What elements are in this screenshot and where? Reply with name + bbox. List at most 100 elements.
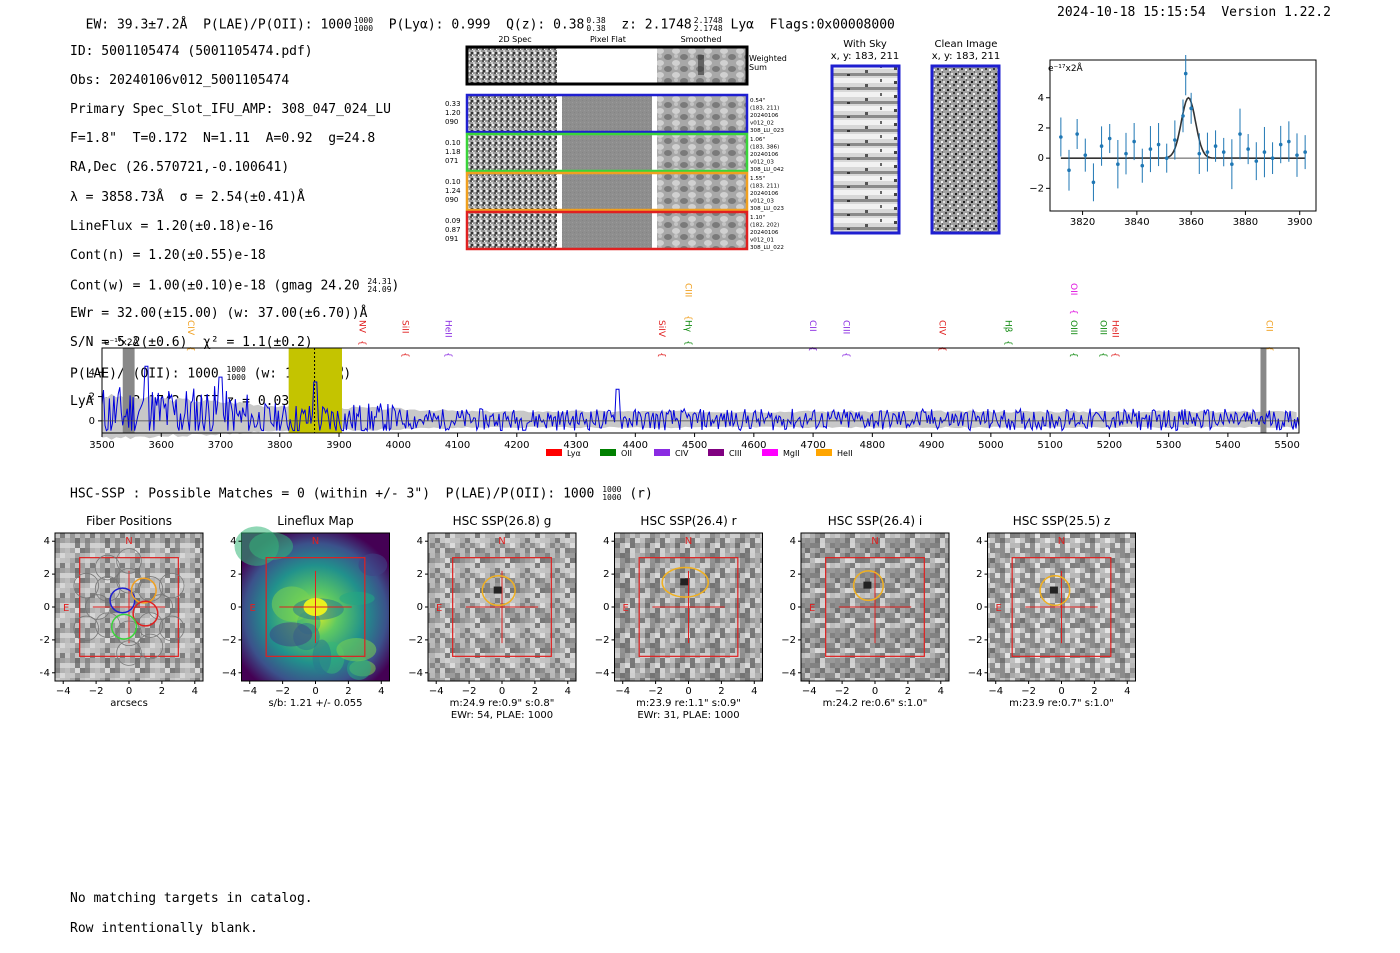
summary-header: EW: 39.3±7.2Å P(LAE)/P(OII): 1000 1000 100…: [70, 2, 895, 33]
zoom-point: [1254, 159, 1259, 163]
spec-xtick-label: 5400: [1215, 440, 1240, 451]
no-match-msg: No matching targets in catalog.: [70, 891, 313, 906]
hsc-ytick-label: 0: [790, 602, 796, 613]
spec-xtick-label: 3600: [149, 440, 174, 451]
sn-chi2: S/N = 5.2(±0.6) χ² = 1.1(±0.2): [70, 335, 313, 351]
cutout-left-label: 071: [445, 157, 458, 165]
zoom-point: [1091, 180, 1096, 185]
line-label-text: CII: [1263, 320, 1273, 332]
flux-blob: [269, 622, 313, 647]
spec-xtick-label: 3900: [326, 440, 351, 451]
hsc-xtick-label: 0: [126, 686, 132, 697]
zoom-point: [1197, 151, 1202, 156]
cutout-frame-3: [465, 210, 749, 251]
zoom-point: [1238, 132, 1242, 136]
sky-images: With Sky x, y: 183, 211 Clean Image x, y…: [830, 39, 1001, 235]
cutout-right-label: v012_02: [750, 121, 774, 127]
hsc-caption-2: EWr: 54, PLAE: 1000: [451, 710, 553, 721]
spec-xtick-label: 4000: [386, 440, 411, 451]
fiber-circle: [137, 633, 164, 660]
hsc-caption-1: arcsecs: [110, 698, 148, 709]
line-label-brace: {: [1003, 340, 1013, 346]
spec-xtick-label: 4500: [682, 440, 707, 451]
source-core: [1049, 586, 1058, 594]
spectrum-ylabel: e⁻¹⁷x2Å: [104, 336, 140, 348]
line-label-brace: {: [443, 352, 453, 358]
line-label-CIII: CIII {: [683, 283, 693, 321]
cutout-right-label: 20240106: [750, 191, 779, 197]
line-label-brace: {: [807, 346, 817, 352]
zoom-point: [1075, 132, 1079, 136]
spectrum-error-band: [102, 393, 1297, 440]
cutout-right-label: v012_03: [750, 160, 774, 166]
cutout-right-label: 20240106: [750, 230, 779, 236]
hsc-xtick-label: 2: [345, 686, 351, 697]
legend-swatch: [600, 449, 616, 456]
weighted-2d: [467, 47, 557, 84]
hsc-ytick-label: 0: [603, 602, 609, 613]
spec-ytick-label: 4: [89, 367, 95, 378]
flux-blob: [346, 656, 371, 680]
cutout-smooth-3: [657, 212, 747, 249]
cutout-frame-0: [465, 93, 749, 134]
hsc-ytick-label: 4: [976, 536, 982, 547]
fiber-blue: [109, 587, 136, 614]
spec-xtick-label: 4900: [919, 440, 944, 451]
cutout-left-label: 1.18: [445, 148, 461, 156]
east-label: E: [996, 603, 1002, 614]
masked-region: [122, 348, 135, 433]
hsc-aperture-box: [265, 557, 366, 657]
cutout-frame-1: [465, 132, 749, 173]
line-label-text: CIII: [683, 283, 693, 297]
zoom-ytick-label: 2: [1038, 123, 1044, 134]
hsc-xtick-label: −4: [802, 686, 817, 697]
cutout-flat-2: [562, 173, 652, 210]
flux-blob: [312, 639, 332, 675]
hsc-xtick-label: −2: [462, 686, 477, 697]
qz-lo: 0.38: [586, 24, 606, 33]
hsc-ytick-label: −2: [408, 635, 423, 646]
line-label-brace: {: [936, 346, 946, 352]
fiber-circle: [85, 594, 111, 620]
line-label-text: OIII: [1097, 320, 1107, 335]
weighted-label: Weighted: [749, 54, 787, 63]
hsc-xtick-label: −2: [835, 686, 850, 697]
line-label-brace: {: [399, 352, 409, 358]
z-line: Lyα: [730, 17, 754, 33]
legend-swatch: [708, 449, 724, 456]
line-fit-chart: e⁻¹⁷x2Å 3820 3840 3860 3880 3900 4 2 0 −2: [1030, 55, 1317, 228]
hsc-ytick-label: −4: [408, 668, 423, 679]
zoom-point: [1262, 150, 1267, 154]
north-label: N: [685, 536, 692, 547]
hsc-ytick-label: −4: [222, 668, 237, 679]
line-label-text: Hγ: [683, 320, 693, 333]
spec-xtick-label: 4400: [623, 440, 648, 451]
line-label-text: SiII: [399, 320, 409, 334]
line-label-CIV: CIV {: [185, 320, 195, 352]
cutout-2d-3: [467, 212, 557, 249]
hsc-panel-title: HSC SSP(26.4) i: [828, 514, 923, 528]
line-label-CII: CII {: [807, 320, 817, 352]
plya-value: P(Lyα): 0.999: [388, 17, 491, 33]
source-ellipse: [481, 575, 516, 607]
cutout-left-label: 0.10: [445, 178, 461, 186]
north-label: N: [498, 536, 505, 547]
hsc-panel-title: Lineflux Map: [277, 514, 353, 528]
hsc-xtick-label: −4: [988, 686, 1003, 697]
line-label-CIV: CIV {: [936, 320, 946, 352]
line-label-SiII: SiII {: [399, 320, 409, 358]
hsc-xtick-label: 2: [718, 686, 724, 697]
zoom-point: [1132, 139, 1136, 144]
clean-image: [930, 64, 1001, 235]
line-label-brace: {: [185, 346, 195, 352]
fiber-circle: [73, 615, 99, 642]
east-label: E: [809, 603, 815, 614]
line-label-OIII: OIII {: [1097, 320, 1107, 358]
fiber-red: [132, 600, 159, 627]
zoom-point: [1246, 147, 1250, 151]
cutout-left-label: 090: [445, 196, 458, 204]
hsc-ytick-label: 4: [603, 536, 609, 547]
hsc-ytick-label: 0: [230, 602, 236, 613]
line-label-text: CII: [807, 320, 817, 332]
hsc-xtick-label: 4: [565, 686, 571, 697]
